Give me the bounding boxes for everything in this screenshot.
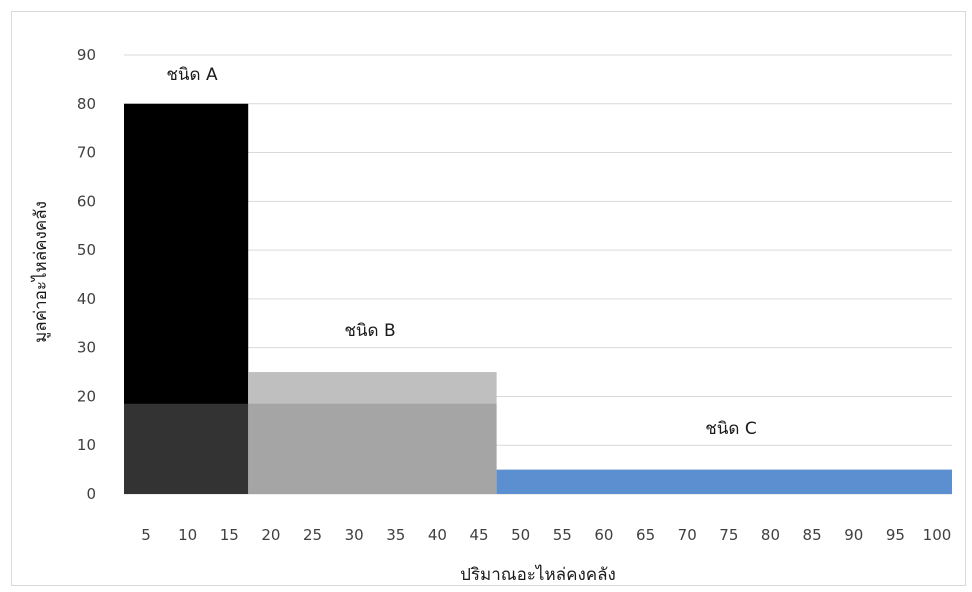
bar-annotations: ชนิด A ชนิด B ชนิด C — [166, 65, 756, 439]
y-tick-label: 90 — [77, 46, 96, 64]
x-tick-label: 60 — [594, 526, 613, 544]
x-tick-label: 40 — [428, 526, 447, 544]
y-tick-label: 80 — [77, 95, 96, 113]
x-tick-label: 35 — [386, 526, 405, 544]
y-tick-label: 0 — [86, 485, 96, 503]
bar-3 — [496, 469, 952, 494]
y-axis-ticks: 0 10 20 30 40 50 60 70 80 90 — [77, 46, 96, 503]
x-axis-title: ปริมาณอะไหล่คงคลัง — [460, 564, 616, 585]
bar-label-2: ชนิด B — [344, 321, 395, 341]
bars — [124, 103, 952, 495]
y-tick-label: 50 — [77, 241, 96, 259]
x-tick-label: 65 — [636, 526, 655, 544]
y-tick-label: 10 — [77, 436, 96, 454]
y-tick-label: 20 — [77, 387, 96, 405]
x-tick-label: 70 — [678, 526, 697, 544]
x-tick-label: 85 — [803, 526, 822, 544]
bar-label-3: ชนิด C — [705, 419, 756, 439]
x-tick-label: 50 — [511, 526, 530, 544]
x-tick-label: 5 — [141, 526, 151, 544]
overlay-band — [124, 403, 497, 494]
x-tick-label: 15 — [220, 526, 239, 544]
y-tick-label: 70 — [77, 144, 96, 162]
x-tick-label: 100 — [923, 526, 952, 544]
y-axis-title: มูลค่าอะไหล่คงคลัง — [30, 201, 51, 343]
x-tick-label: 10 — [178, 526, 197, 544]
x-tick-label: 45 — [470, 526, 489, 544]
y-tick-label: 60 — [77, 192, 96, 210]
x-tick-label: 90 — [844, 526, 863, 544]
x-tick-label: 80 — [761, 526, 780, 544]
x-axis-ticks: 5 10 15 20 25 30 35 40 45 50 55 60 65 70 75 80 85 90 95 100 — [141, 526, 951, 544]
x-tick-label: 30 — [345, 526, 364, 544]
x-tick-label: 25 — [303, 526, 322, 544]
x-tick-label: 75 — [719, 526, 738, 544]
x-tick-label: 20 — [261, 526, 280, 544]
y-tick-label: 30 — [77, 339, 96, 357]
y-tick-label: 40 — [77, 290, 96, 308]
x-tick-label: 55 — [553, 526, 572, 544]
bar-label-1: ชนิด A — [166, 65, 218, 85]
x-tick-label: 95 — [886, 526, 905, 544]
bar-1 — [124, 103, 249, 495]
bar-2 — [248, 372, 497, 494]
